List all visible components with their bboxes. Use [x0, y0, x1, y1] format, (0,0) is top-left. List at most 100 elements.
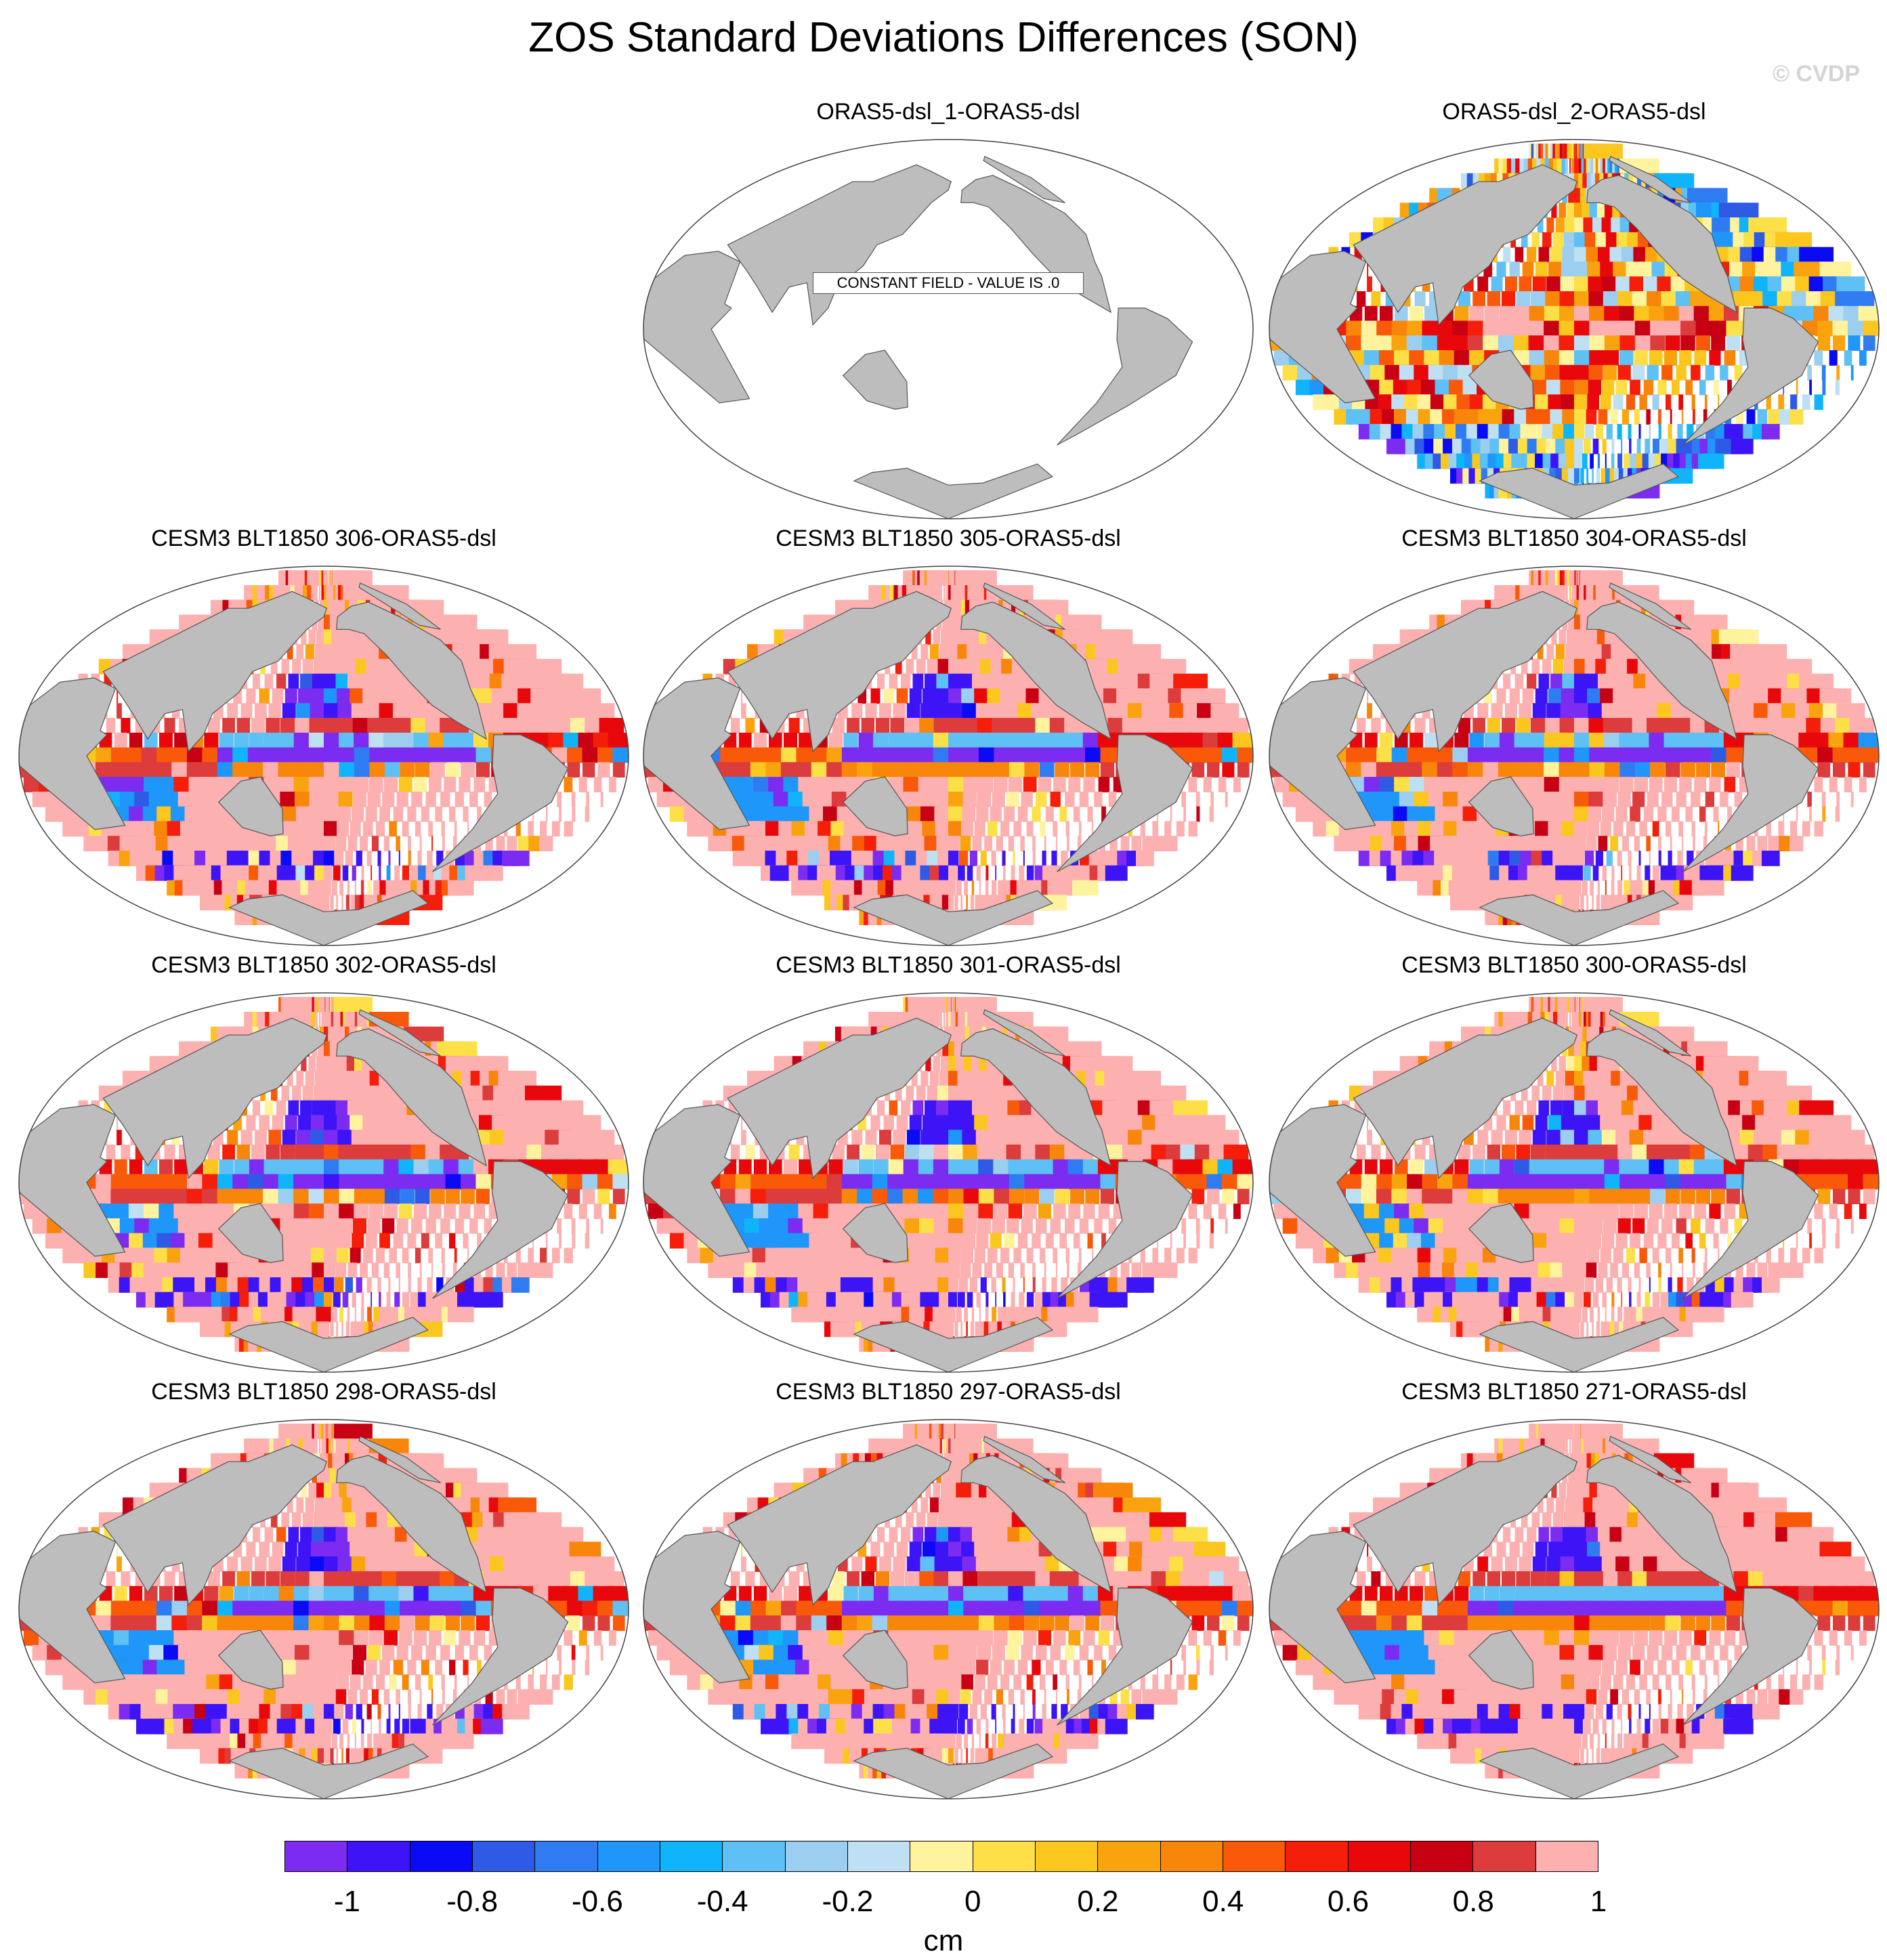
- colorbar-swatch: [785, 1841, 848, 1871]
- continent: [1353, 1444, 1578, 1606]
- continent: [102, 1444, 328, 1606]
- map-panel: CESM3 BLT1850 300-ORAS5-dsl: [1263, 948, 1886, 1382]
- colorbar-swatch: [535, 1841, 598, 1871]
- continent: [217, 1203, 284, 1263]
- colorbar-swatch: [910, 1841, 973, 1871]
- map-panel: CESM3 BLT1850 301-ORAS5-dsl: [637, 948, 1260, 1382]
- continent: [853, 1743, 1054, 1799]
- continent: [1609, 156, 1691, 203]
- continent: [643, 1531, 750, 1684]
- world-map: [18, 1419, 629, 1799]
- continent: [960, 601, 1112, 740]
- colorbar-units: cm: [923, 1924, 964, 1957]
- continent: [1682, 1588, 1819, 1726]
- map-outline: [643, 992, 1254, 1373]
- continent: [1586, 1028, 1738, 1167]
- continent: [983, 1009, 1065, 1057]
- map-panel: CESM3 BLT1850 305-ORAS5-dsl: [637, 521, 1260, 955]
- map-outline: [1269, 992, 1880, 1373]
- world-map: [1269, 566, 1880, 946]
- colorbar-swatch: [285, 1841, 348, 1871]
- world-map: [643, 992, 1254, 1373]
- continent: [983, 582, 1065, 630]
- continent: [727, 1017, 952, 1180]
- panel-title: CESM3 BLT1850 301-ORAS5-dsl: [776, 952, 1121, 978]
- continent: [336, 601, 488, 740]
- panel-title: CESM3 BLT1850 271-ORAS5-dsl: [1401, 1379, 1747, 1405]
- colorbar-swatch: [1160, 1841, 1223, 1871]
- continent: [432, 734, 569, 872]
- continent: [1682, 307, 1819, 446]
- panel-title: CESM3 BLT1850 297-ORAS5-dsl: [776, 1379, 1121, 1405]
- panel-title: CESM3 BLT1850 305-ORAS5-dsl: [776, 526, 1121, 551]
- continent: [228, 1317, 429, 1372]
- continent: [228, 890, 429, 945]
- continent: [1682, 734, 1819, 872]
- continent: [983, 156, 1065, 203]
- map-panel: CESM3 BLT1850 271-ORAS5-dsl: [1263, 1375, 1886, 1808]
- colorbar-swatch: [1098, 1841, 1161, 1871]
- panel-title: CESM3 BLT1850 304-ORAS5-dsl: [1401, 526, 1747, 551]
- colorbar-swatch: [472, 1841, 536, 1871]
- panel-title: CESM3 BLT1850 298-ORAS5-dsl: [151, 1379, 496, 1405]
- colorbar-tick-label: 0: [964, 1885, 981, 1918]
- constant-field-label: CONSTANT FIELD - VALUE IS .0: [813, 272, 1084, 294]
- continent: [1269, 1104, 1376, 1257]
- continent: [1609, 1009, 1691, 1057]
- continent: [19, 1104, 126, 1257]
- continent: [727, 1444, 952, 1606]
- continent: [228, 1743, 429, 1799]
- continent: [983, 1436, 1065, 1483]
- continent: [853, 1317, 1054, 1372]
- data-field: [1269, 997, 1879, 1352]
- colorbar-swatch: [973, 1841, 1036, 1871]
- continent: [19, 677, 126, 830]
- world-map: [643, 139, 1254, 519]
- colorbar-swatch: [723, 1841, 786, 1871]
- map-outline: [18, 566, 629, 946]
- colorbar-tick-label: 0.8: [1452, 1885, 1494, 1918]
- continent: [1468, 1203, 1534, 1263]
- continent: [217, 776, 284, 836]
- map-panel: CESM3 BLT1850 304-ORAS5-dsl: [1263, 521, 1886, 955]
- continent: [432, 1161, 569, 1299]
- colorbar-swatch: [847, 1841, 911, 1871]
- continent: [643, 1104, 750, 1257]
- map-outline: [643, 139, 1254, 519]
- colorbar-swatch: [597, 1841, 660, 1871]
- continent: [1609, 582, 1691, 630]
- continent: [1468, 349, 1534, 410]
- world-map: [18, 566, 629, 946]
- continent: [727, 591, 952, 753]
- map-panel: CESM3 BLT1850 302-ORAS5-dsl: [12, 948, 635, 1382]
- continent: [1609, 1436, 1691, 1483]
- continent: [1353, 1017, 1578, 1180]
- world-map: [18, 992, 629, 1373]
- world-map: [643, 566, 1254, 946]
- continent: [1269, 677, 1376, 830]
- map-outline: [643, 1419, 1254, 1799]
- continent: [727, 164, 952, 326]
- continent: [1353, 164, 1578, 326]
- colorbar-tick-label: 0.2: [1077, 1885, 1119, 1918]
- colorbar-swatch: [347, 1841, 410, 1871]
- colorbar-tick-label: -1: [333, 1885, 360, 1918]
- world-map: [1269, 992, 1880, 1373]
- world-map: [643, 1419, 1254, 1799]
- continent: [1269, 251, 1376, 404]
- colorbar-swatch: [1286, 1841, 1349, 1871]
- continent: [842, 349, 908, 410]
- map-outline: [1269, 566, 1880, 946]
- colorbar-tick-label: -0.4: [696, 1885, 748, 1918]
- continent: [1468, 776, 1534, 836]
- figure-title: ZOS Standard Deviations Differences (SON…: [528, 14, 1359, 61]
- continent: [1057, 1161, 1193, 1299]
- panel-title: CESM3 BLT1850 300-ORAS5-dsl: [1401, 952, 1747, 978]
- colorbar-swatch: [1348, 1841, 1411, 1871]
- watermark: © CVDP: [1773, 61, 1860, 87]
- continent: [1479, 890, 1680, 945]
- colorbar-swatch: [1035, 1841, 1099, 1871]
- continent: [358, 1009, 441, 1057]
- continent: [102, 1017, 328, 1180]
- colorbar-swatch: [1410, 1841, 1474, 1871]
